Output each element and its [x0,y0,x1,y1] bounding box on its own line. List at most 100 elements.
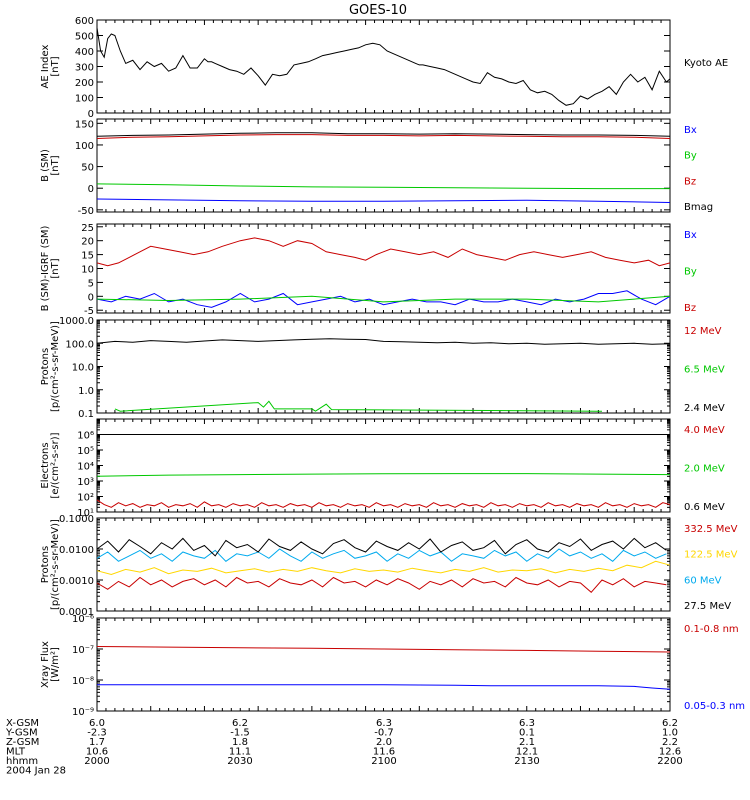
footer-value: 2.1 [519,737,535,748]
y-tick-label: 0.1 [78,409,94,420]
y-tick-label: 10⁴ [77,462,94,473]
y-tick-label: 500 [75,32,94,43]
series-line-by [96,295,671,303]
legend-label: Bz [684,176,696,187]
y-tick-label: 100 [75,141,94,152]
series-line-bx [96,198,671,203]
panel-frame [96,319,671,414]
series-line-bmag [96,132,671,137]
legend-label: 12 MeV [684,326,722,337]
legend-label: 0.05-0.3 nm [684,701,745,712]
footer-value: -0.7 [374,728,394,739]
series-line-27-5-mev [96,537,667,557]
date-label: 2004 Jan 28 [6,766,66,777]
y-tick-label: 0 [88,292,94,303]
panel-4: 0.1 1.0 10.0 100.0 1000.0 Protons [p/(cm²-s-sr… [40,316,725,420]
legend-label: By [684,267,697,278]
legend-label: 0.6 MeV [684,502,725,513]
y-axis-label: Electrons [40,442,51,488]
legend-label: 2.0 MeV [684,464,725,475]
y-tick-label: 10 [81,265,94,276]
legend-label: Bx [684,125,697,136]
panel-6: 0.0001 0.0010 0.0100 0.1000 Protons [p/(cm²-s… [40,514,738,618]
legend-label: Bmag [684,202,713,213]
footer-value: 6.3 [519,718,535,729]
series-line-332-5-mev [96,576,667,594]
y-tick-label: 10⁻⁷ [72,645,94,656]
panel-frame [96,517,671,612]
y-tick-label: 10.0 [72,363,94,374]
legend-label: 4.0 MeV [684,425,725,436]
series-line-4-0-mev [96,499,671,508]
y-tick-label: 1000.0 [59,316,94,327]
legend-label: Bx [684,230,697,241]
series-line-2-4-mev [96,338,671,345]
panel-7: 10⁻⁹ 10⁻⁸ 10⁻⁷ 10⁻⁶ Xray Flux [W/m²] 0.1-0.8 n… [40,614,745,718]
y-tick-label: 25 [81,223,94,234]
panel-3: -5 0 5 10 15 20 25 B (SM)-IGRF (SM) [nT] Bx By Bz [40,223,697,317]
footer-value: 6.0 [89,718,105,729]
panel-5: 10¹ 10² 10³ 10⁴ 10⁵ 10⁶ Electrons [e/(cm²-s-sr)… [40,418,725,519]
y-axis-label: AE Index [40,44,51,88]
footer-row-label: MLT [6,747,26,758]
footer-row-label: Y-GSM [5,728,38,739]
series-line-by [96,183,670,190]
y-tick-label: 150 [75,119,94,130]
y-tick-label: 5 [88,278,94,289]
y-tick-label: 20 [81,237,94,248]
legend-label: By [684,151,697,162]
footer-row-label: Z-GSM [6,737,39,748]
legend-label: 27.5 MeV [684,601,731,612]
y-tick-label: -5 [84,306,94,317]
y-tick-label: 0.0010 [59,576,94,587]
y-tick-label: 400 [75,47,94,58]
y-tick-label: 15 [81,251,94,262]
footer-value: 6.3 [376,718,392,729]
footer-value: 12.1 [516,747,538,758]
y-tick-label: 0 [88,184,94,195]
series-line-0-05-0-3-nm [97,684,671,690]
y-tick-label: 10¹ [77,508,94,519]
panel-2: -50 0 50 100 150 B (SM) [nT] Bx By Bz Bmag [40,118,713,217]
y-axis-label: [nT] [50,56,61,76]
y-tick-label: 200 [75,78,94,89]
footer-value: 6.2 [662,718,678,729]
series-line-0-1-0-8-nm [96,646,671,653]
y-tick-label: 10² [77,493,94,504]
y-axis-label: Protons [40,348,51,385]
panel-frame [96,418,671,513]
y-tick-label: 300 [75,63,94,74]
footer-value: 2100 [371,756,396,767]
y-axis-label: Xray Flux [40,641,51,688]
footer-value: 2130 [514,756,539,767]
footer-value: 1.7 [89,737,105,748]
y-tick-label: 100 [75,94,94,105]
y-tick-label: 0 [88,109,94,120]
y-axis-label: [p/(cm²-s-sr-MeV)] [50,519,61,610]
footer-value: 12.6 [659,747,681,758]
panel-1: 0 100 200 300 400 500 600 AE Index [nT] Kyoto AE [40,16,728,120]
series-line-bz [96,237,671,267]
footer-value: 6.2 [232,718,248,729]
y-tick-label: 10⁵ [77,446,94,457]
y-tick-label: 100.0 [65,339,94,350]
y-axis-label: [W/m²] [50,647,61,682]
footer-value: 10.6 [86,747,108,758]
legend-label: 122.5 MeV [684,550,738,561]
footer-value: -1.5 [230,728,250,739]
footer-value: 1.8 [232,737,248,748]
series-line-bx [96,290,671,308]
series-line-60-mev [96,548,667,562]
series-line-122-5-mev [96,560,671,576]
panel-frame [96,118,671,213]
legend-label: 332.5 MeV [684,524,738,535]
y-tick-label: 10³ [77,477,94,488]
y-tick-label: 0.0001 [59,607,94,618]
y-tick-label: 1.0 [78,386,94,397]
y-axis-label: [nT] [50,258,61,278]
y-axis-label: Protons [40,546,51,583]
y-tick-label: 0.1000 [59,514,94,525]
panel-frame [96,617,671,712]
footer-value: 0.1 [519,728,535,739]
